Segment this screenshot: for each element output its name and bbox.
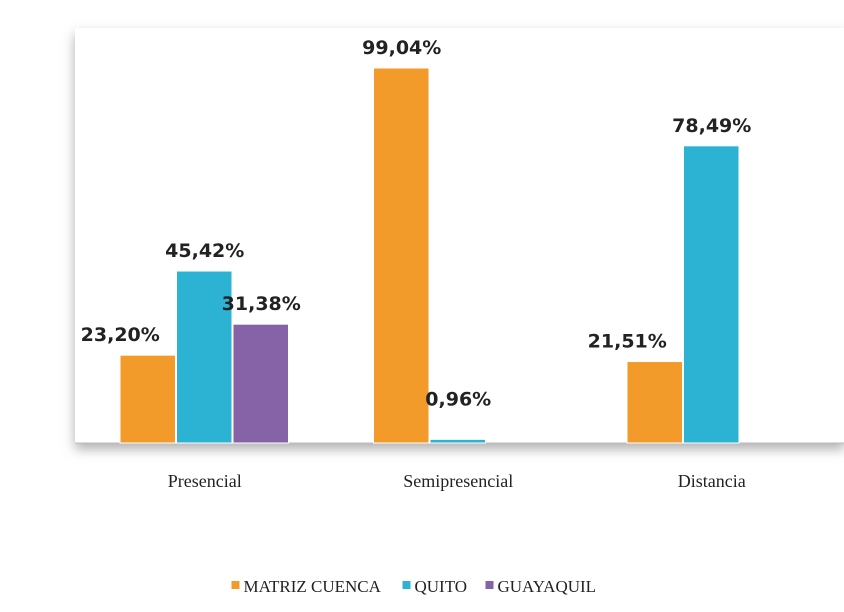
legend-label: QUITO (415, 577, 468, 596)
legend-label: GUAYAQUIL (498, 577, 597, 596)
value-label: 31,38% (222, 293, 301, 315)
value-label: 78,49% (672, 115, 751, 137)
legend-swatch (402, 581, 411, 589)
value-label: 21,51% (588, 331, 667, 353)
legend-swatch (231, 581, 240, 589)
value-label: 99,04% (362, 37, 441, 59)
x-tick-label: Presencial (168, 471, 242, 491)
bar (683, 145, 740, 444)
bar (429, 438, 486, 444)
x-tick-label: Distancia (678, 471, 746, 491)
legend-swatch (485, 581, 494, 589)
bar (373, 67, 430, 444)
marks: Presencial Semipresencial Distancia 23,20% 9… (81, 37, 752, 596)
legend-label: MATRIZ CUENCA (244, 577, 382, 596)
value-label: 23,20% (81, 324, 160, 346)
value-label: 45,42% (165, 240, 244, 262)
value-label: 0,96% (425, 388, 491, 410)
bar (176, 270, 233, 444)
x-tick-label: Semipresencial (403, 471, 513, 491)
bar (626, 361, 683, 444)
bar (232, 323, 289, 444)
bar (119, 354, 176, 444)
